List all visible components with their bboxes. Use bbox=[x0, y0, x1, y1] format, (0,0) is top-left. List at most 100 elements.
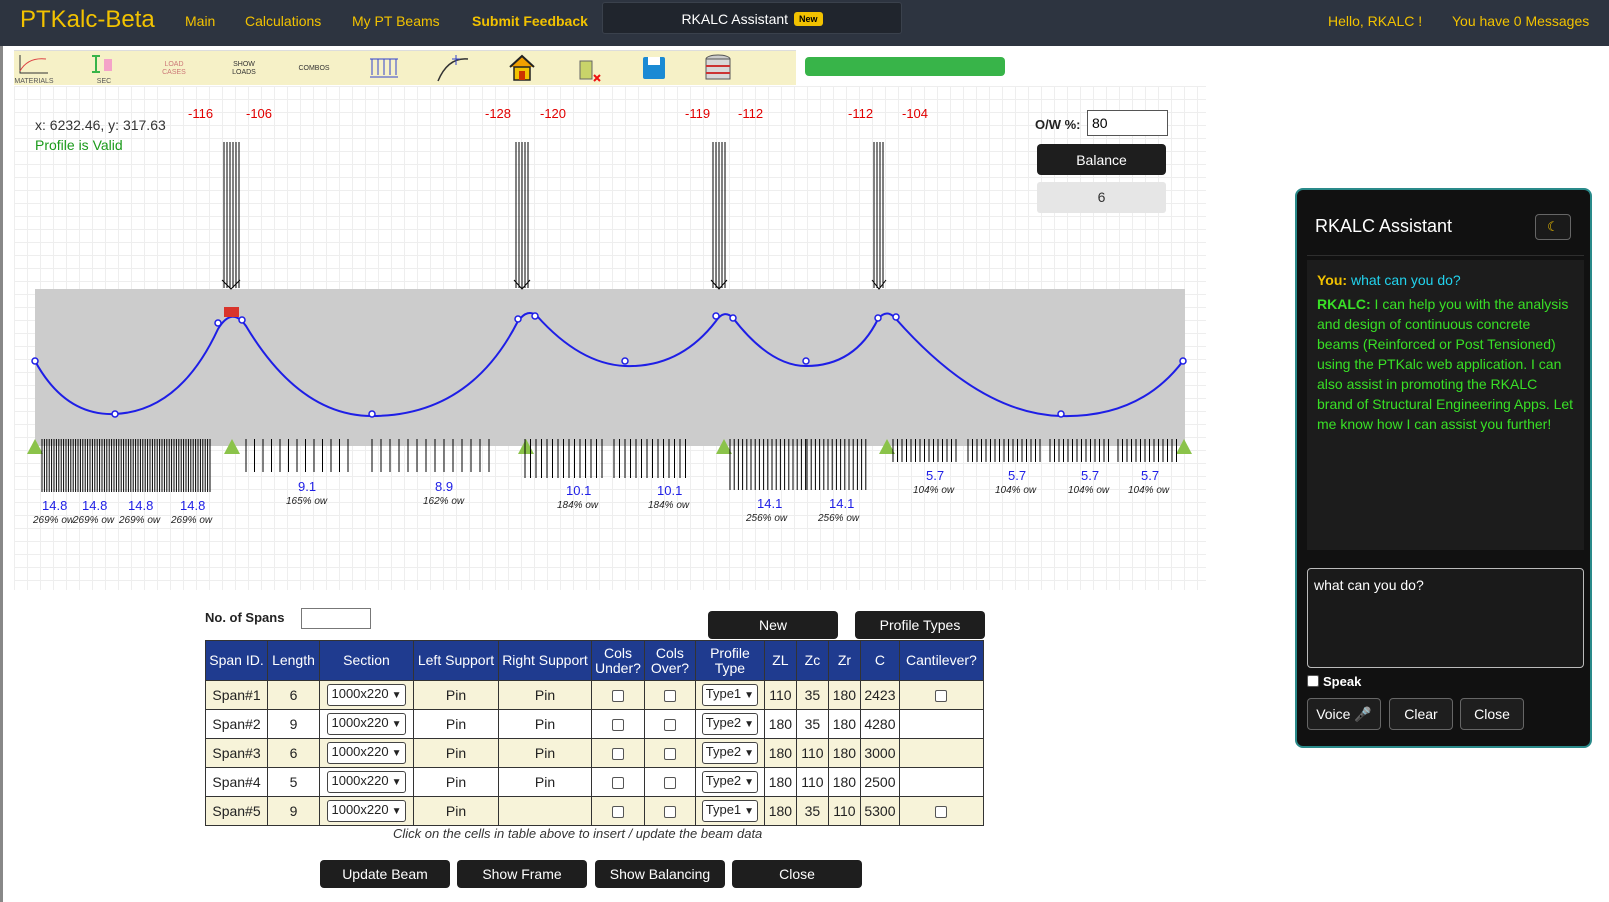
nspans-input[interactable] bbox=[301, 608, 371, 629]
chat-input[interactable]: what can you do? bbox=[1307, 568, 1584, 668]
zl-cell[interactable]: 110 bbox=[763, 680, 797, 710]
selected-node[interactable] bbox=[224, 307, 239, 317]
length-cell[interactable]: 9 bbox=[267, 709, 320, 739]
cols-under-cell[interactable] bbox=[591, 796, 645, 826]
section-cell[interactable]: 1000x220 ▼ bbox=[319, 767, 414, 797]
left-support-cell[interactable]: Pin bbox=[413, 767, 499, 797]
zl-cell[interactable]: 180 bbox=[763, 796, 797, 826]
cols-over-cell[interactable] bbox=[643, 709, 696, 739]
tendon-profile[interactable] bbox=[34, 311, 1184, 418]
combos-icon[interactable]: COMBOS bbox=[294, 53, 334, 83]
profile-type-cell[interactable]: Type2 ▼ bbox=[694, 767, 765, 797]
cols-over-checkbox[interactable] bbox=[663, 719, 676, 732]
cols-under-checkbox[interactable] bbox=[611, 719, 624, 732]
profile-type-select[interactable]: Type2 ▼ bbox=[701, 742, 759, 764]
close-button[interactable]: Close bbox=[732, 860, 862, 888]
c-cell[interactable]: 2500 bbox=[859, 767, 900, 797]
section-select[interactable]: 1000x220 ▼ bbox=[327, 713, 406, 735]
house-icon[interactable] bbox=[502, 53, 542, 83]
moon-icon[interactable]: ☾ bbox=[1535, 214, 1571, 240]
profile-type-select[interactable]: Type1 ▼ bbox=[701, 800, 759, 822]
section-select[interactable]: 1000x220 ▼ bbox=[327, 684, 406, 706]
table-row[interactable]: Span#3 6 1000x220 ▼ Pin Pin Type2 ▼ 180 110 180 300… bbox=[205, 738, 984, 768]
profile-types-button[interactable]: Profile Types bbox=[855, 611, 985, 639]
cantilever-cell[interactable] bbox=[898, 796, 984, 826]
left-support-cell[interactable]: Pin bbox=[413, 796, 499, 826]
c-cell[interactable]: 2423 bbox=[859, 680, 900, 710]
zc-cell[interactable]: 35 bbox=[795, 796, 829, 826]
zr-cell[interactable]: 180 bbox=[827, 709, 861, 739]
cols-over-cell[interactable] bbox=[643, 738, 696, 768]
clear-button[interactable]: Clear bbox=[1389, 698, 1453, 730]
cols-over-checkbox[interactable] bbox=[663, 690, 676, 703]
speak-checkbox[interactable] bbox=[1307, 675, 1319, 687]
cantilever-cell[interactable] bbox=[898, 738, 984, 768]
nav-link-main[interactable]: Main bbox=[185, 13, 216, 29]
profile-type-cell[interactable]: Type2 ▼ bbox=[694, 738, 765, 768]
cols-under-cell[interactable] bbox=[591, 709, 645, 739]
cols-over-cell[interactable] bbox=[643, 796, 696, 826]
cols-under-checkbox[interactable] bbox=[611, 806, 624, 819]
table-row[interactable]: Span#1 6 1000x220 ▼ Pin Pin Type1 ▼ 110 35 180 2423 bbox=[205, 680, 984, 710]
save-icon[interactable] bbox=[634, 53, 674, 83]
speak-toggle[interactable]: Speak bbox=[1307, 674, 1361, 689]
show-frame-button[interactable]: Show Frame bbox=[457, 860, 587, 888]
length-cell[interactable]: 9 bbox=[267, 796, 320, 826]
cantilever-checkbox[interactable] bbox=[935, 690, 948, 703]
cols-under-checkbox[interactable] bbox=[611, 690, 624, 703]
update-beam-button[interactable]: Update Beam bbox=[320, 860, 450, 888]
c-cell[interactable]: 3000 bbox=[859, 738, 900, 768]
table-row[interactable]: Span#5 9 1000x220 ▼ Pin Type1 ▼ 180 35 110 5300 bbox=[205, 796, 984, 826]
profile-type-select[interactable]: Type2 ▼ bbox=[701, 771, 759, 793]
delete-icon[interactable] bbox=[569, 53, 609, 83]
c-cell[interactable]: 5300 bbox=[859, 796, 900, 826]
show-loads-icon[interactable]: SHOW LOADS bbox=[224, 53, 264, 83]
greeting[interactable]: Hello, RKALC ! bbox=[1328, 13, 1423, 29]
materials-icon[interactable]: MATERIALS bbox=[14, 53, 54, 85]
nav-link-submit-feedback[interactable]: Submit Feedback bbox=[472, 13, 588, 29]
show-balancing-button[interactable]: Show Balancing bbox=[595, 860, 725, 888]
profile-type-select[interactable]: Type2 ▼ bbox=[701, 713, 759, 735]
distributed-load-icon[interactable] bbox=[364, 53, 404, 83]
assistant-tab[interactable]: RKALC Assistant New bbox=[602, 2, 902, 34]
messages-link[interactable]: You have 0 Messages bbox=[1452, 13, 1590, 29]
cols-over-checkbox[interactable] bbox=[663, 777, 676, 790]
load-cases-icon[interactable]: LOAD CASES bbox=[154, 53, 194, 83]
right-support-cell[interactable]: Pin bbox=[498, 709, 592, 739]
profile-type-cell[interactable]: Type1 ▼ bbox=[694, 796, 765, 826]
section-cell[interactable]: 1000x220 ▼ bbox=[319, 796, 414, 826]
cols-under-cell[interactable] bbox=[591, 680, 645, 710]
right-support-cell[interactable]: Pin bbox=[498, 680, 592, 710]
beam-diagram[interactable]: -116 -106 -128 -120 -119 -112 -112 -104 … bbox=[0, 86, 1210, 596]
profile-type-select[interactable]: Type1 ▼ bbox=[701, 684, 759, 706]
section-cell[interactable]: 1000x220 ▼ bbox=[319, 738, 414, 768]
cantilever-checkbox[interactable] bbox=[935, 806, 948, 819]
zc-cell[interactable]: 35 bbox=[795, 680, 829, 710]
ow-percent-input[interactable] bbox=[1087, 110, 1168, 136]
right-support-cell[interactable]: Pin bbox=[498, 767, 592, 797]
zc-cell[interactable]: 35 bbox=[795, 709, 829, 739]
profile-nodes[interactable] bbox=[31, 312, 1187, 418]
section-select[interactable]: 1000x220 ▼ bbox=[327, 742, 406, 764]
profile-tool-icon[interactable] bbox=[434, 53, 474, 83]
cols-over-cell[interactable] bbox=[643, 767, 696, 797]
zl-cell[interactable]: 180 bbox=[763, 767, 797, 797]
zr-cell[interactable]: 180 bbox=[827, 738, 861, 768]
brand-logo[interactable]: PTKalc-Beta bbox=[20, 6, 155, 33]
length-cell[interactable]: 6 bbox=[267, 738, 320, 768]
new-button[interactable]: New bbox=[708, 611, 838, 639]
cantilever-cell[interactable] bbox=[898, 767, 984, 797]
zr-cell[interactable]: 180 bbox=[827, 680, 861, 710]
voice-button[interactable]: Voice 🎤 bbox=[1307, 698, 1381, 730]
table-row[interactable]: Span#2 9 1000x220 ▼ Pin Pin Type2 ▼ 180 35 180 4280 bbox=[205, 709, 984, 739]
section-cell[interactable]: 1000x220 ▼ bbox=[319, 680, 414, 710]
length-cell[interactable]: 6 bbox=[267, 680, 320, 710]
cols-under-cell[interactable] bbox=[591, 738, 645, 768]
nav-link-my-pt-beams[interactable]: My PT Beams bbox=[352, 13, 440, 29]
table-row[interactable]: Span#4 5 1000x220 ▼ Pin Pin Type2 ▼ 180 110 180 250… bbox=[205, 767, 984, 797]
zr-cell[interactable]: 180 bbox=[827, 767, 861, 797]
section-cell[interactable]: 1000x220 ▼ bbox=[319, 709, 414, 739]
section-select[interactable]: 1000x220 ▼ bbox=[327, 771, 406, 793]
section-icon[interactable]: SEC bbox=[84, 53, 124, 85]
left-support-cell[interactable]: Pin bbox=[413, 709, 499, 739]
